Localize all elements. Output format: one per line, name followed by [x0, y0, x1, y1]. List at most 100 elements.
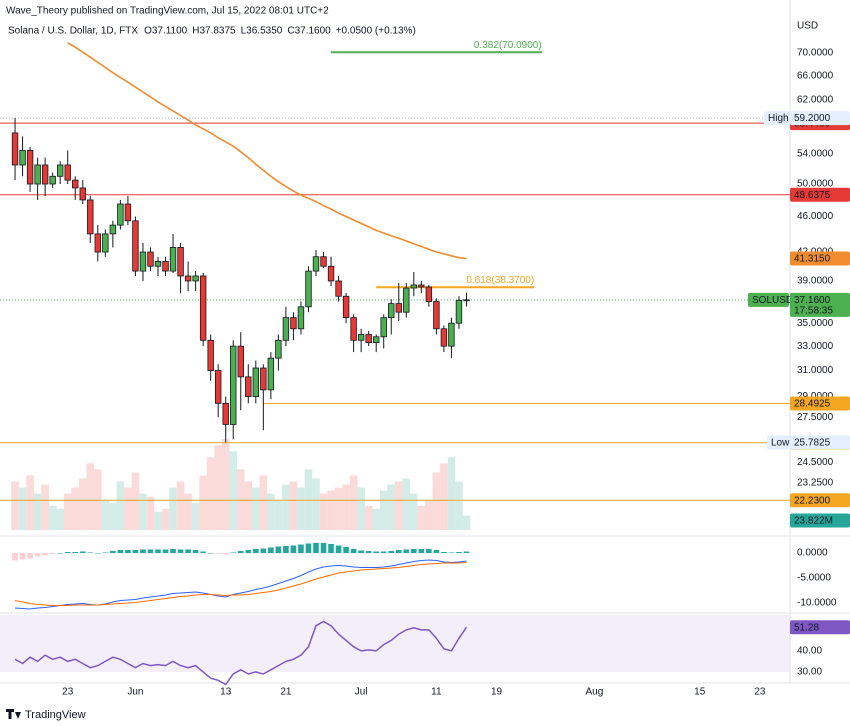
volume-bar — [289, 481, 298, 530]
publish-info: Wave_Theory published on TradingView.com… — [6, 6, 329, 17]
macd-histogram-bar — [313, 543, 319, 553]
macd-histogram-bar — [418, 549, 425, 553]
macd-histogram-bar — [125, 550, 131, 553]
macd-histogram-bar — [388, 551, 395, 553]
macd-histogram-bar — [260, 548, 267, 553]
level-tag-text: 28.4925 — [794, 399, 831, 410]
candle-body — [372, 336, 380, 344]
macd-histogram-bar — [343, 547, 349, 553]
volume-bar — [63, 493, 72, 530]
candle-body — [207, 339, 214, 371]
x-tick-label: 13 — [220, 687, 232, 698]
volume-bar — [18, 487, 27, 530]
legend: Solana / U.S. Dollar, 1D, FTX O37.1100 H3… — [8, 26, 416, 37]
x-tick-label: 23 — [754, 687, 766, 698]
level-tag: 28.4925 — [790, 396, 850, 411]
x-tick-label: 21 — [280, 687, 292, 698]
volume-bar — [191, 502, 200, 530]
macd-histogram-bar — [12, 553, 18, 561]
candle-body — [124, 203, 132, 222]
candle-body — [214, 370, 222, 404]
macd-histogram-bar — [42, 553, 48, 556]
candle-body — [463, 299, 470, 302]
volume-bar — [33, 493, 42, 530]
macd-histogram-bar — [110, 551, 116, 553]
macd-histogram-bar — [365, 551, 372, 553]
high-tag-text: High — [768, 113, 789, 124]
volume-bar — [86, 463, 95, 530]
fib-label: 0.618(38.3700) — [466, 275, 534, 286]
moving-average — [67, 42, 467, 260]
high-value-tag: 59.2000 — [790, 111, 850, 126]
macd-histogram-bar — [290, 545, 297, 553]
candle-body — [169, 247, 177, 272]
high-tag-bg — [764, 111, 790, 126]
candle-body — [350, 317, 357, 341]
volume-bar — [349, 475, 358, 530]
macd-histogram-bar — [403, 549, 410, 553]
macd-histogram-bar — [87, 552, 94, 553]
ma-tag-text: 41.3150 — [794, 254, 831, 265]
symbol: Solana / U.S. Dollar, 1D, FTX — [8, 26, 138, 37]
macd-histogram-bar — [140, 549, 146, 553]
y-tick-label: 54.0000 — [797, 149, 834, 160]
macd-histogram-bar — [320, 543, 327, 553]
volume-bar — [244, 481, 253, 530]
candle-body — [34, 164, 41, 185]
volume-bar — [297, 487, 305, 530]
low-value-tag: 25.7825 — [790, 435, 850, 450]
brand: TradingView — [25, 709, 86, 721]
macd-histogram-bar — [162, 549, 169, 553]
candle-body — [455, 299, 463, 324]
low-tag-text: Low — [771, 438, 790, 449]
ma-tag: 41.3150 — [790, 251, 850, 266]
volume-bar — [455, 481, 463, 530]
countdown-text: 17:58:35 — [794, 305, 833, 316]
macd-histogram-bar — [72, 552, 79, 553]
macd-histogram-bar — [200, 551, 206, 553]
candle-body — [19, 149, 26, 166]
level-tag: 22.2300 — [790, 493, 850, 508]
fib-label: 0.382(70.0900) — [474, 40, 542, 51]
high-tag: High — [764, 111, 790, 126]
macd-histogram-bar — [95, 553, 101, 554]
volume-bar — [417, 505, 426, 530]
macd-histogram-bar — [268, 547, 274, 553]
y-tick-label: -10.0000 — [797, 598, 837, 609]
volume-bar — [425, 499, 433, 530]
macd-histogram-bar — [275, 546, 282, 553]
last-price-text: 37.1600 — [794, 295, 831, 306]
macd-histogram-bar — [27, 553, 33, 559]
volume-tag-text: 23.822M — [794, 516, 833, 527]
currency: USD — [797, 21, 818, 32]
low-tag-bg — [767, 435, 790, 450]
volume-bar — [48, 505, 57, 530]
candle-body — [230, 345, 237, 425]
candle-body — [79, 187, 86, 201]
candle-body — [357, 334, 365, 341]
level-tag-text: 22.2300 — [794, 495, 831, 506]
macd-histogram-bar — [380, 551, 387, 553]
x-tick-label: 15 — [694, 687, 706, 698]
x-tick-label: 23 — [62, 687, 74, 698]
candle-body — [245, 376, 252, 397]
volume-bar — [252, 487, 260, 530]
macd-histogram-bar — [373, 551, 379, 553]
rsi-tag-bg — [790, 620, 850, 635]
y-tick-label: 40.00 — [797, 646, 822, 657]
macd-histogram-bar — [237, 551, 244, 553]
volume-bar — [41, 484, 49, 530]
volume-bar — [387, 484, 396, 530]
signal-line — [14, 562, 467, 606]
candle-body — [102, 233, 109, 253]
candle-body — [154, 261, 162, 267]
y-tick-label: 46.0000 — [797, 211, 834, 222]
candle-body — [267, 357, 275, 391]
volume-bar — [327, 490, 335, 530]
macd-histogram-bar — [102, 552, 109, 553]
candle-body — [403, 287, 410, 313]
symbol-tag-bg — [748, 292, 789, 307]
level-tag-text: 48.6375 — [794, 190, 831, 201]
candle-body — [87, 199, 94, 235]
candle-body — [418, 284, 425, 288]
